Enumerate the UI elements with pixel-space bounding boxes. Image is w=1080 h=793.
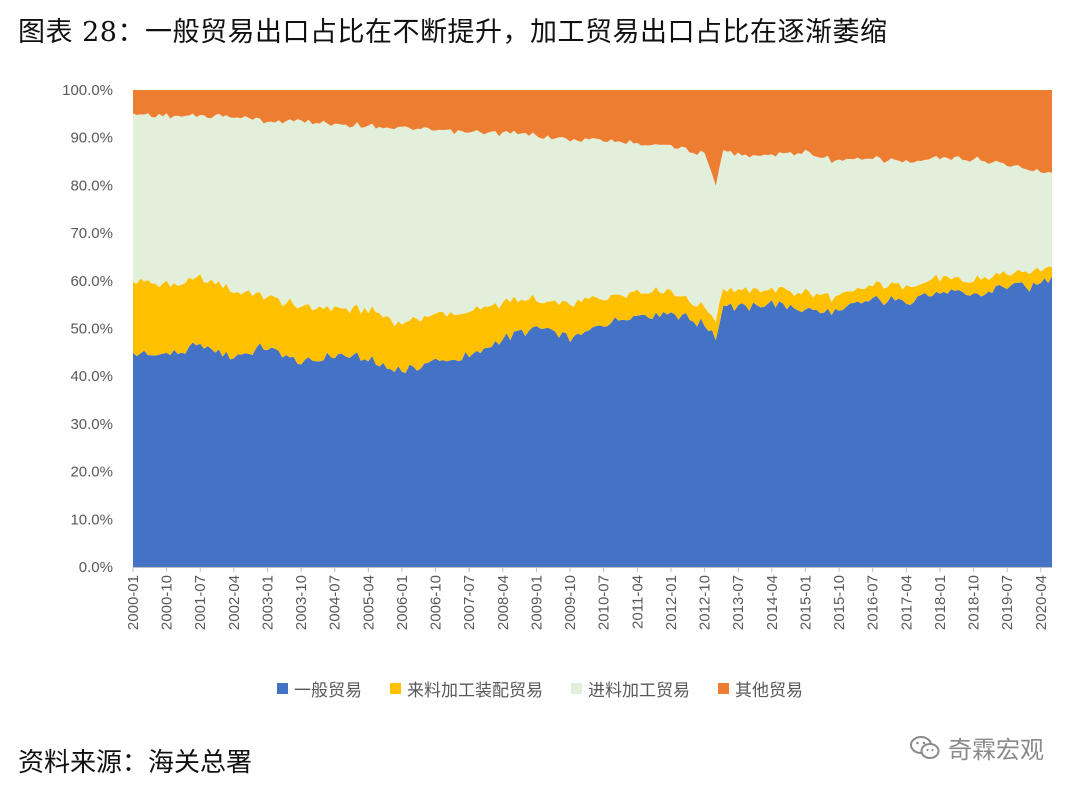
x-tick-label: 2007-07 (461, 575, 478, 630)
y-tick-label: 50.0% (70, 321, 113, 338)
area-series-2 (133, 113, 1052, 327)
legend-item-3: 其他贸易 (718, 676, 803, 701)
legend-swatch (277, 683, 288, 694)
source-note: 资料来源：海关总署 (18, 748, 253, 778)
x-tick-label: 2000-10 (159, 575, 176, 630)
x-tick-label: 2003-10 (293, 575, 310, 630)
area-series-1 (133, 266, 1052, 373)
x-tick-label: 2009-01 (528, 575, 545, 630)
legend-item-2: 进料加工贸易 (571, 676, 690, 701)
x-tick-label: 2010-07 (596, 575, 613, 630)
chart-title: 图表 28：一般贸易出口占比在不断提升，加工贸易出口占比在逐渐萎缩 (18, 17, 888, 48)
y-axis: 0.0% 10.0% 20.0% 30.0% 40.0% 50.0% 60.0% 70.0% 8… (62, 82, 113, 576)
x-axis: 2000-01 2000-10 2001-07 2002-04 2003-01 2003-… (125, 567, 1052, 630)
legend-swatch (390, 683, 401, 694)
x-tick-label: 2017-04 (898, 575, 915, 630)
legend-swatch (718, 683, 729, 694)
x-tick-label: 2015-10 (831, 575, 848, 630)
x-tick-label: 2012-10 (697, 575, 714, 630)
watermark-text: 奇霖宏观 (948, 736, 1044, 764)
x-tick-label: 2019-07 (999, 575, 1016, 630)
y-tick-label: 20.0% (70, 464, 113, 481)
legend-item-1: 来料加工装配贸易 (390, 676, 543, 701)
x-tick-label: 2018-01 (932, 575, 949, 630)
legend-swatch (571, 683, 582, 694)
watermark: 奇霖宏观 (910, 730, 1044, 765)
x-tick-label: 2004-07 (327, 575, 344, 630)
x-tick-label: 2006-10 (428, 575, 445, 630)
plot-area (133, 90, 1052, 567)
x-tick-label: 2006-01 (394, 575, 411, 630)
x-tick-label: 2014-04 (764, 575, 781, 630)
y-tick-label: 40.0% (70, 368, 113, 385)
legend-item-0: 一般贸易 (277, 676, 362, 701)
wechat-icon (910, 735, 940, 759)
x-tick-label: 2016-07 (865, 575, 882, 630)
x-tick-label: 2013-07 (730, 575, 747, 630)
legend-label: 其他贸易 (735, 681, 803, 701)
x-tick-label: 2003-01 (259, 575, 276, 630)
x-tick-label: 2005-04 (360, 575, 377, 630)
x-tick-label: 2012-01 (663, 575, 680, 630)
legend: 一般贸易 来料加工装配贸易 进料加工贸易 其他贸易 (0, 676, 1080, 701)
x-tick-label: 2020-04 (1033, 575, 1050, 630)
y-tick-label: 90.0% (70, 130, 113, 147)
y-tick-label: 30.0% (70, 416, 113, 433)
x-tick-label: 2008-04 (495, 575, 512, 630)
x-tick-label: 2000-01 (125, 575, 142, 630)
x-tick-label: 2001-07 (192, 575, 209, 630)
x-tick-label: 2011-04 (629, 575, 646, 629)
y-tick-label: 10.0% (70, 511, 113, 528)
y-tick-label: 70.0% (70, 225, 113, 242)
legend-label: 进料加工贸易 (588, 681, 690, 701)
x-tick-label: 2002-04 (226, 575, 243, 630)
y-tick-label: 100.0% (62, 82, 113, 99)
legend-label: 一般贸易 (294, 681, 362, 701)
x-tick-label: 2018-10 (966, 575, 983, 630)
area-series-3 (133, 90, 1052, 186)
y-tick-label: 80.0% (70, 177, 113, 194)
area-series-0 (133, 276, 1052, 567)
legend-label: 来料加工装配贸易 (407, 681, 543, 701)
x-tick-label: 2015-01 (797, 575, 814, 630)
y-tick-label: 0.0% (79, 559, 113, 576)
y-tick-label: 60.0% (70, 273, 113, 290)
x-tick-label: 2009-10 (562, 575, 579, 630)
